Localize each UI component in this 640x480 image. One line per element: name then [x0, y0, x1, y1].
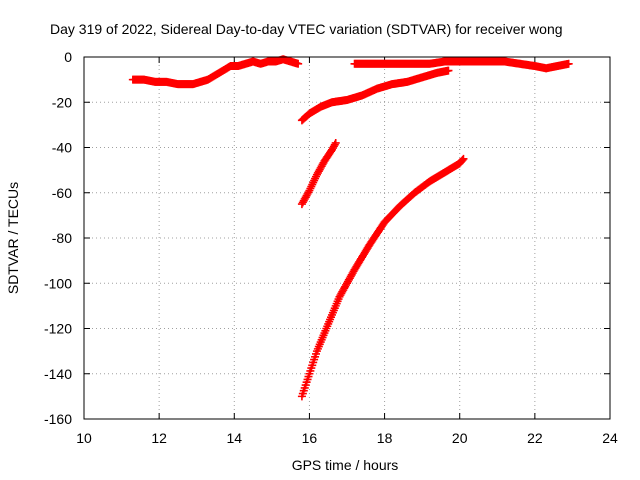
y-tick-label: -40: [52, 140, 72, 156]
x-tick-label: 24: [602, 430, 618, 446]
data-point: [294, 59, 303, 68]
data-series: [297, 66, 453, 125]
data-layer: [128, 55, 573, 401]
x-tick-label: 22: [527, 430, 543, 446]
plot-frame: [83, 56, 611, 420]
x-tick-label: 18: [377, 430, 393, 446]
x-axis-label: GPS time / hours: [292, 457, 399, 473]
y-tick-label: -100: [44, 275, 72, 291]
data-point: [564, 59, 573, 68]
data-series: [297, 138, 340, 209]
data-point: [331, 138, 340, 147]
y-tick-label: -160: [44, 411, 72, 427]
data-point: [330, 140, 339, 149]
y-tick-label: -20: [52, 94, 72, 110]
x-tick-label: 14: [226, 430, 242, 446]
data-point: [458, 155, 467, 164]
tick-layer: 10 12 14 16 18 20 22 24 0 -20 -40 -60 -80 -100 -120 -14…: [44, 49, 618, 446]
x-tick-label: 12: [151, 430, 167, 446]
y-tick-label: -120: [44, 321, 72, 337]
y-tick-label: -80: [52, 230, 72, 246]
data-point: [444, 66, 453, 75]
x-tick-label: 10: [76, 430, 92, 446]
x-tick-label: 20: [452, 430, 468, 446]
grid-layer: [84, 57, 610, 419]
y-tick-label: -140: [44, 366, 72, 382]
y-tick-label: 0: [64, 49, 72, 65]
data-series: [350, 57, 573, 73]
y-axis-label: SDTVAR / TECUs: [5, 182, 21, 294]
y-tick-label: -60: [52, 185, 72, 201]
data-point: [459, 154, 468, 163]
data-series: [128, 55, 303, 89]
x-tick-label: 16: [302, 430, 318, 446]
chart-title: Day 319 of 2022, Sidereal Day-to-day VTE…: [50, 21, 563, 37]
data-series: [297, 154, 468, 401]
